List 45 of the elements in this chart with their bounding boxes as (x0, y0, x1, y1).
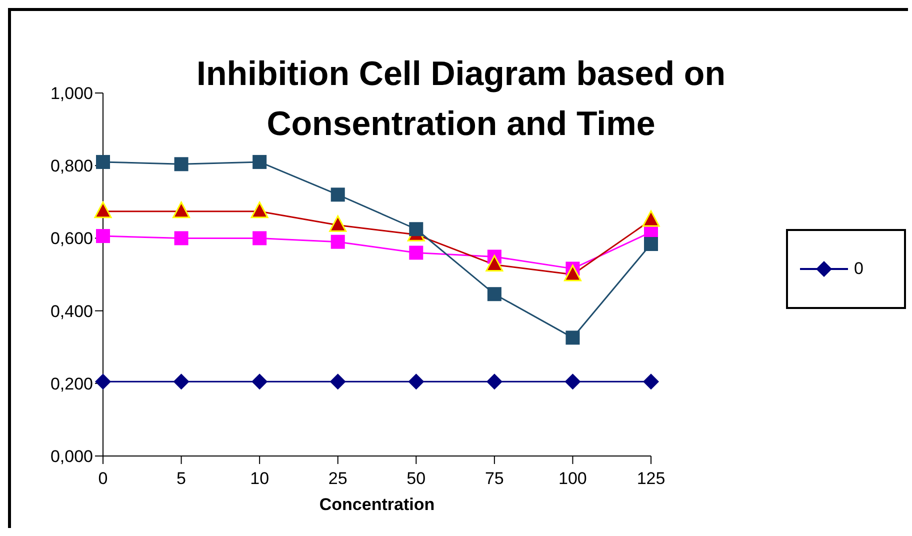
point (174, 231, 188, 246)
point (252, 154, 267, 169)
y-tick-label: 0,000 (50, 447, 93, 466)
point (95, 374, 111, 390)
y-tick-label: 0,600 (50, 229, 93, 248)
point (94, 202, 112, 218)
chart-title: Inhibition Cell Diagram based on Consentration and Time (196, 54, 726, 145)
point (173, 374, 190, 390)
x-tick-label: 100 (558, 469, 587, 488)
point (408, 374, 424, 390)
point (96, 229, 110, 244)
x-axis-title: Concentration (319, 495, 435, 514)
y-tick-label: 1,000 (50, 84, 93, 104)
point (252, 231, 267, 246)
point (329, 215, 347, 232)
y-tick-label: 0,800 (50, 156, 93, 176)
point (172, 202, 190, 218)
x-tick-label: 25 (328, 469, 348, 488)
x-tick-label: 10 (250, 469, 270, 488)
x-tick-label: 50 (406, 469, 426, 488)
point (566, 330, 580, 345)
point (330, 374, 346, 390)
point (486, 374, 502, 390)
y-tick-label: 0,200 (50, 374, 93, 394)
point (409, 246, 424, 260)
point (96, 154, 110, 169)
x-tick-label: 5 (176, 469, 186, 488)
y-tick-label: 0,400 (50, 302, 93, 321)
point (487, 287, 502, 302)
point (330, 188, 345, 202)
point (250, 202, 268, 218)
x-tick-label: 75 (484, 469, 504, 488)
point (564, 264, 582, 282)
point (644, 237, 658, 252)
point (174, 157, 188, 172)
x-tick-label: 125 (636, 469, 666, 488)
point (643, 374, 659, 390)
point (642, 210, 660, 227)
point (486, 254, 504, 272)
point (409, 222, 424, 236)
x-tick-label: 0 (98, 469, 108, 488)
point (330, 234, 345, 249)
point (252, 374, 268, 390)
point (564, 374, 581, 390)
legend-label: 0 (854, 258, 864, 278)
